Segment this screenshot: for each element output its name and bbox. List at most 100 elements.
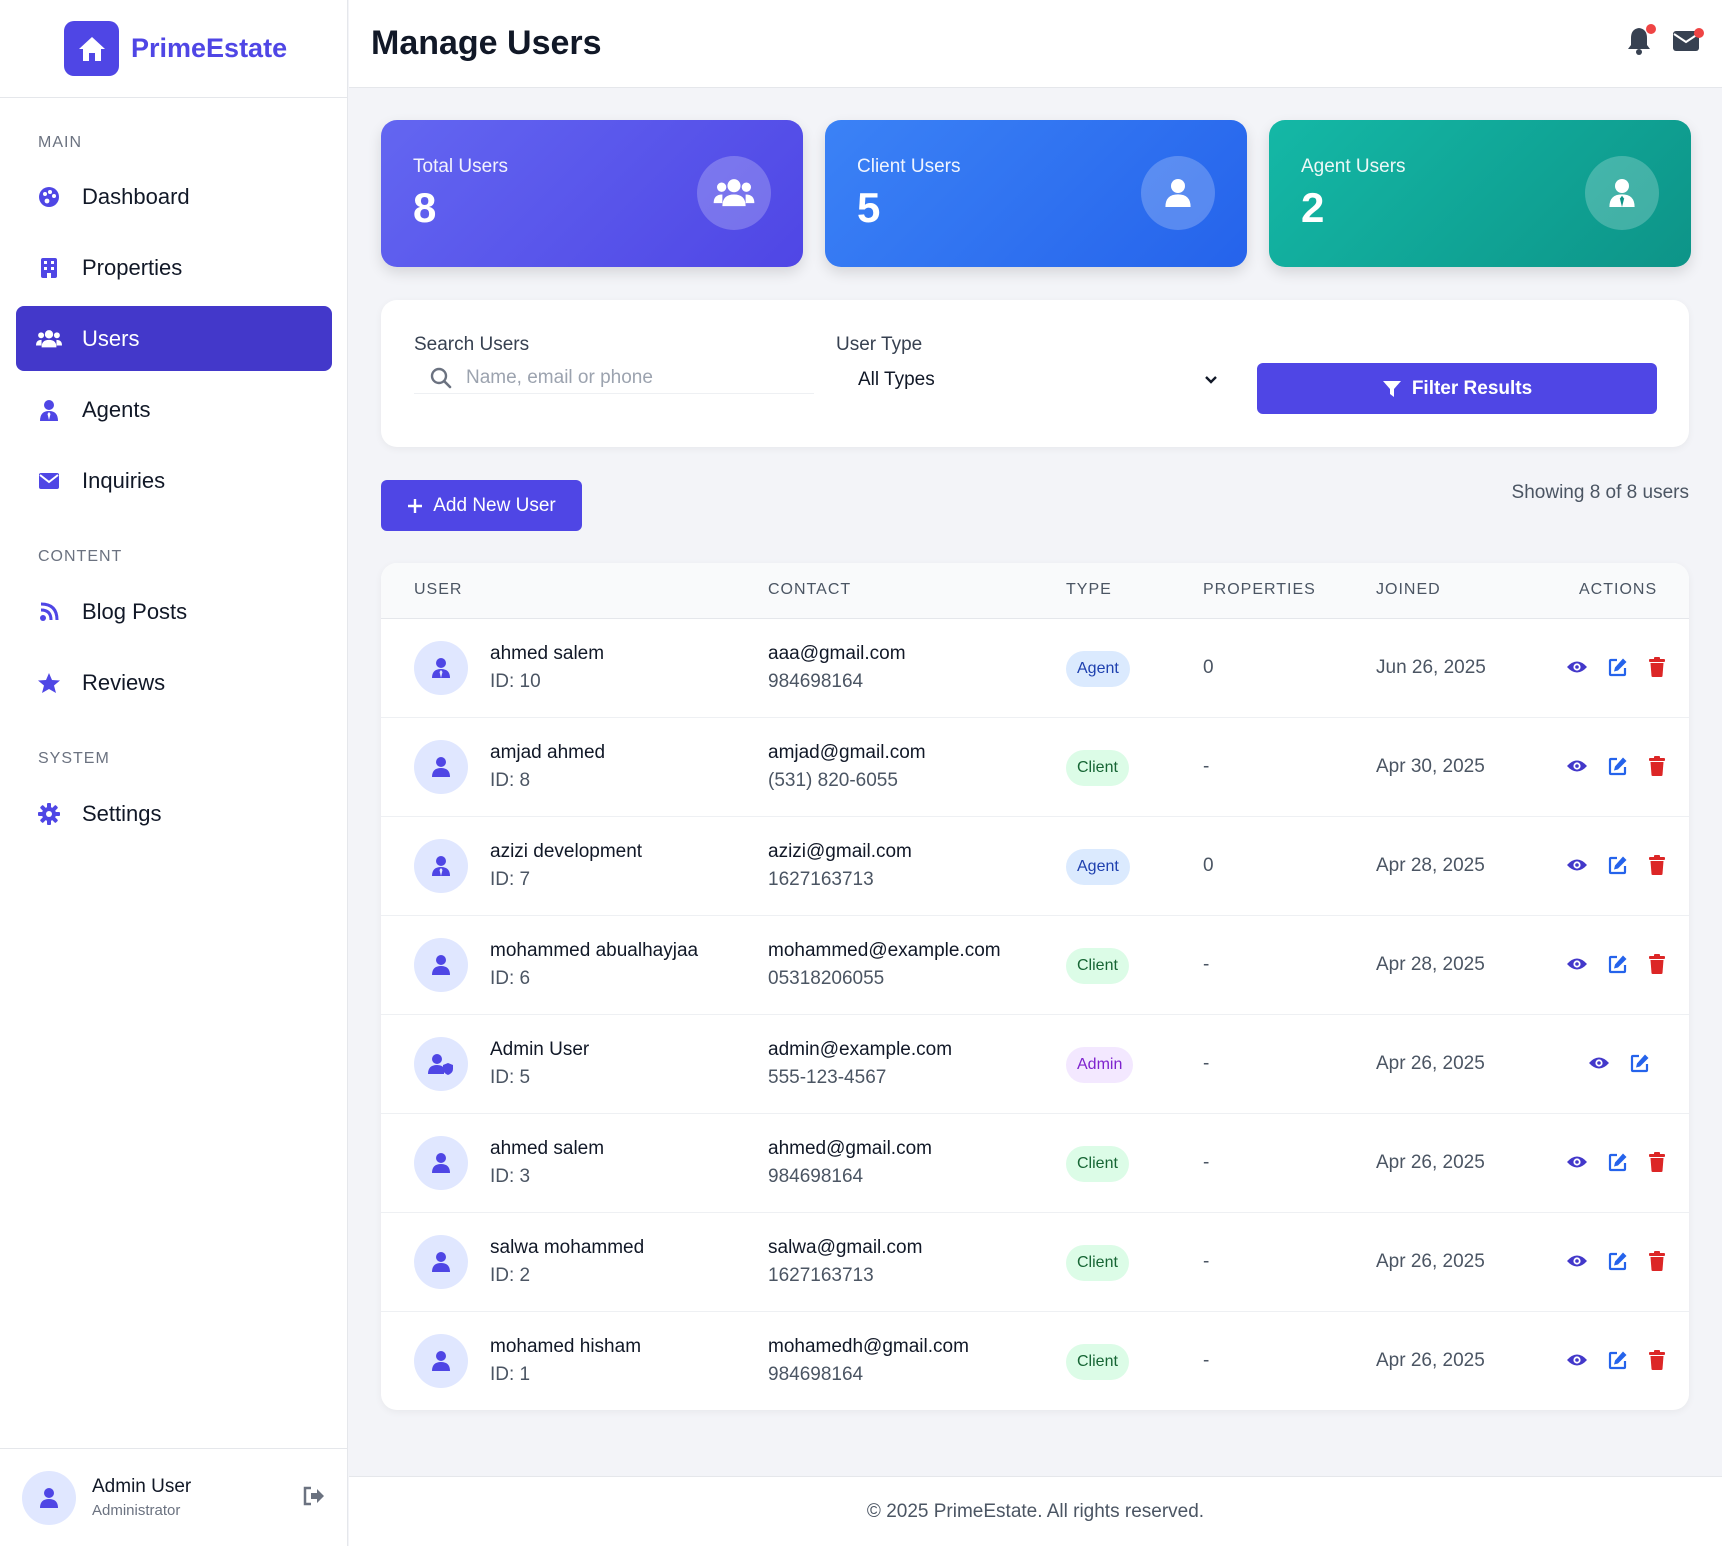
user-phone: 984698164 <box>768 1166 864 1187</box>
table-row: azizi development ID: 7 azizi@gmail.com 162… <box>381 817 1689 916</box>
joined-date: Jun 26, 2025 <box>1376 657 1486 678</box>
trash-icon <box>1649 1251 1665 1271</box>
delete-user-button[interactable] <box>1645 655 1669 679</box>
delete-user-button[interactable] <box>1645 1150 1669 1174</box>
edit-user-button[interactable] <box>1606 655 1630 679</box>
user-email: admin@example.com <box>768 1039 953 1060</box>
column-header-joined: JOINED <box>1376 581 1441 598</box>
user-id: ID: 3 <box>490 1166 531 1187</box>
sidebar-item-label: Agents <box>82 396 151 422</box>
properties-count: - <box>1203 1251 1210 1272</box>
user-id: ID: 5 <box>490 1067 531 1088</box>
sidebar-item-dashboard[interactable]: Dashboard <box>16 164 332 229</box>
table-row: ahmed salem ID: 3 ahmed@gmail.com 984698164… <box>381 1114 1689 1213</box>
chevron-down-icon <box>1204 375 1218 385</box>
joined-date: Apr 26, 2025 <box>1376 1251 1485 1272</box>
add-user-label: Add New User <box>433 494 556 516</box>
column-header-contact: CONTACT <box>768 581 852 598</box>
current-user-role: Administrator <box>92 1502 181 1519</box>
eye-icon <box>1566 1154 1588 1170</box>
view-user-button[interactable] <box>1565 754 1589 778</box>
top-header: Manage Users <box>349 0 1722 88</box>
edit-user-button[interactable] <box>1606 754 1630 778</box>
user-name: mohamed hisham <box>490 1336 642 1357</box>
edit-user-button[interactable] <box>1606 853 1630 877</box>
joined-date: Apr 26, 2025 <box>1376 1350 1485 1371</box>
type-badge: Agent <box>1066 651 1130 687</box>
avatar <box>414 1037 468 1091</box>
add-user-button[interactable]: Add New User <box>381 480 582 531</box>
user-name: azizi development <box>490 841 643 862</box>
sidebar-item-label: Dashboard <box>82 183 190 209</box>
users-table: USER CONTACT TYPE PROPERTIES JOINED ACTI… <box>381 563 1689 1410</box>
edit-icon <box>1608 1152 1628 1172</box>
results-count: Showing 8 of 8 users <box>1511 482 1689 503</box>
user-icon <box>431 1251 451 1273</box>
trash-icon <box>1649 1350 1665 1370</box>
logout-icon[interactable] <box>302 1485 326 1512</box>
user-type-selected: All Types <box>858 369 935 390</box>
user-name: salwa mohammed <box>490 1237 645 1258</box>
user-id: ID: 1 <box>490 1364 531 1385</box>
brand[interactable]: PrimeEstate <box>0 0 347 98</box>
current-user-name: Admin User <box>92 1476 192 1497</box>
view-user-button[interactable] <box>1565 1348 1589 1372</box>
view-user-button[interactable] <box>1565 1249 1589 1273</box>
edit-icon <box>1608 756 1628 776</box>
properties-count: 0 <box>1203 657 1214 678</box>
avatar <box>414 1334 468 1388</box>
user-email: amjad@gmail.com <box>768 742 926 763</box>
edit-user-button[interactable] <box>1628 1051 1652 1075</box>
edit-user-button[interactable] <box>1606 1150 1630 1174</box>
delete-user-button[interactable] <box>1645 853 1669 877</box>
eye-icon <box>1588 1055 1610 1071</box>
view-user-button[interactable] <box>1565 1150 1589 1174</box>
sidebar-item-users[interactable]: Users <box>16 306 332 371</box>
user-type-select[interactable]: All Types <box>836 360 1228 400</box>
view-user-button[interactable] <box>1565 655 1589 679</box>
column-header-properties: PROPERTIES <box>1203 581 1316 598</box>
sidebar-item-settings[interactable]: Settings <box>16 781 332 846</box>
search-label: Search Users <box>414 334 530 355</box>
user-icon <box>1141 156 1215 230</box>
user-email: salwa@gmail.com <box>768 1237 923 1258</box>
search-input[interactable] <box>466 366 806 389</box>
edit-user-button[interactable] <box>1606 1249 1630 1273</box>
user-name: ahmed salem <box>490 1138 605 1159</box>
sidebar-item-inquiries[interactable]: Inquiries <box>16 448 332 513</box>
edit-user-button[interactable] <box>1606 1348 1630 1372</box>
brand-name: PrimeEstate <box>131 33 288 63</box>
joined-date: Apr 28, 2025 <box>1376 855 1485 876</box>
eye-icon <box>1566 1253 1588 1269</box>
edit-icon <box>1608 657 1628 677</box>
trash-icon <box>1649 1152 1665 1172</box>
joined-date: Apr 28, 2025 <box>1376 954 1485 975</box>
delete-user-button[interactable] <box>1645 952 1669 976</box>
view-user-button[interactable] <box>1565 853 1589 877</box>
envelope-icon[interactable] <box>1672 28 1704 57</box>
edit-user-button[interactable] <box>1606 952 1630 976</box>
blog-icon <box>36 599 62 625</box>
home-icon <box>64 21 119 76</box>
delete-user-button[interactable] <box>1645 1249 1669 1273</box>
nav-section-system: SYSTEM <box>38 750 110 767</box>
view-user-button[interactable] <box>1587 1051 1611 1075</box>
sidebar-item-blog-posts[interactable]: Blog Posts <box>16 579 332 644</box>
sidebar-item-label: Users <box>82 325 140 351</box>
user-name: Admin User <box>490 1039 590 1060</box>
building-icon <box>36 255 62 281</box>
properties-count: - <box>1203 756 1210 777</box>
user-phone: (531) 820-6055 <box>768 770 898 791</box>
delete-user-button[interactable] <box>1645 754 1669 778</box>
filter-results-button[interactable]: Filter Results <box>1257 363 1657 414</box>
sidebar-item-agents[interactable]: Agents <box>16 377 332 442</box>
view-user-button[interactable] <box>1565 952 1589 976</box>
bell-icon[interactable] <box>1626 24 1656 61</box>
filter-results-label: Filter Results <box>1411 377 1533 399</box>
sidebar-item-properties[interactable]: Properties <box>16 235 332 300</box>
users-icon <box>697 156 771 230</box>
user-tie-icon <box>36 397 62 423</box>
delete-user-button[interactable] <box>1645 1348 1669 1372</box>
table-row: amjad ahmed ID: 8 amjad@gmail.com (531) 820… <box>381 718 1689 817</box>
sidebar-item-reviews[interactable]: Reviews <box>16 650 332 715</box>
